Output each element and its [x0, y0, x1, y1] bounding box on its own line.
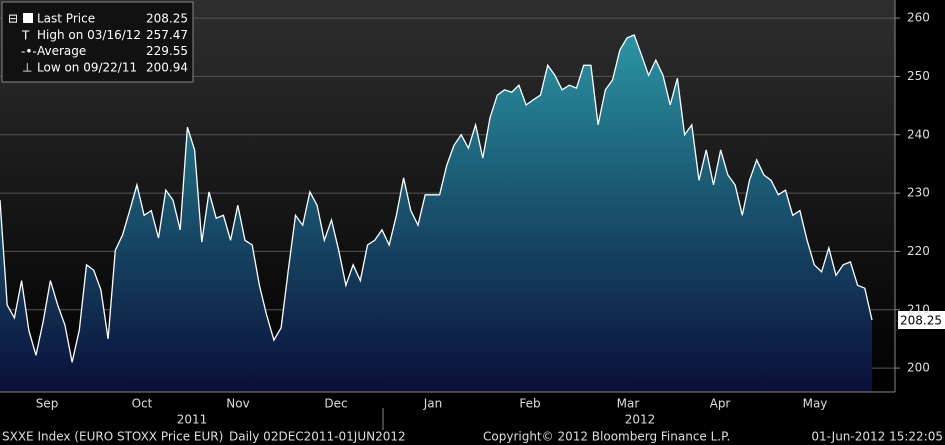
x-tick-label: Jan — [423, 397, 443, 411]
x-tick-label: May — [803, 397, 828, 411]
y-tick-label: 200 — [907, 361, 930, 375]
legend-swatch — [23, 13, 33, 23]
legend-value: 200.94 — [146, 60, 188, 74]
x-tick-label: Nov — [226, 397, 249, 411]
legend-icon: ⊟ — [8, 12, 18, 26]
footer-timestamp: 01-Jun-2012 15:22:05 — [811, 430, 943, 444]
footer-ticker: SXXE Index (EURO STOXX Price EUR) — [2, 430, 223, 444]
footer-range: Daily 02DEC2011-01JUN2012 — [229, 430, 406, 444]
x-tick-label: Mar — [617, 397, 640, 411]
legend-icon: ⊥ — [22, 61, 32, 75]
y-tick-label: 250 — [907, 69, 930, 83]
footer-copyright: Copyright© 2012 Bloomberg Finance L.P. — [483, 430, 730, 444]
legend-value: 208.25 — [146, 12, 188, 26]
legend-icon: T — [21, 29, 30, 43]
x-tick-label: Oct — [132, 397, 153, 411]
x-tick-label: Apr — [710, 397, 731, 411]
y-tick-label: 260 — [907, 11, 930, 25]
legend-box — [1, 1, 194, 83]
x-tick-label: Dec — [324, 397, 347, 411]
legend-label: High on 03/16/12 — [37, 28, 141, 42]
year-label: 2011 — [177, 413, 208, 427]
last-price-label: 208.25 — [900, 314, 942, 328]
legend-value: 257.47 — [146, 28, 188, 42]
last-price-box — [898, 311, 945, 329]
x-tick-label: Feb — [519, 397, 540, 411]
y-tick-label: 220 — [907, 244, 930, 258]
y-tick-label: 240 — [907, 127, 930, 141]
legend-label: Average — [37, 44, 86, 58]
x-tick-label: Sep — [36, 397, 59, 411]
legend-icon: -•- — [21, 45, 37, 59]
y-tick-label: 230 — [907, 186, 930, 200]
area-fill — [0, 35, 872, 392]
year-label: 2012 — [625, 413, 656, 427]
legend-value: 229.55 — [146, 44, 188, 58]
legend: ⊟ T -•- ⊥ Last Price 208.25 High on 03/16/… — [1, 1, 194, 83]
legend-label: Last Price — [37, 12, 95, 26]
y-tick-label: 210 — [907, 302, 930, 316]
legend-label: Low on 09/22/11 — [37, 60, 137, 74]
price-line — [0, 34, 873, 363]
